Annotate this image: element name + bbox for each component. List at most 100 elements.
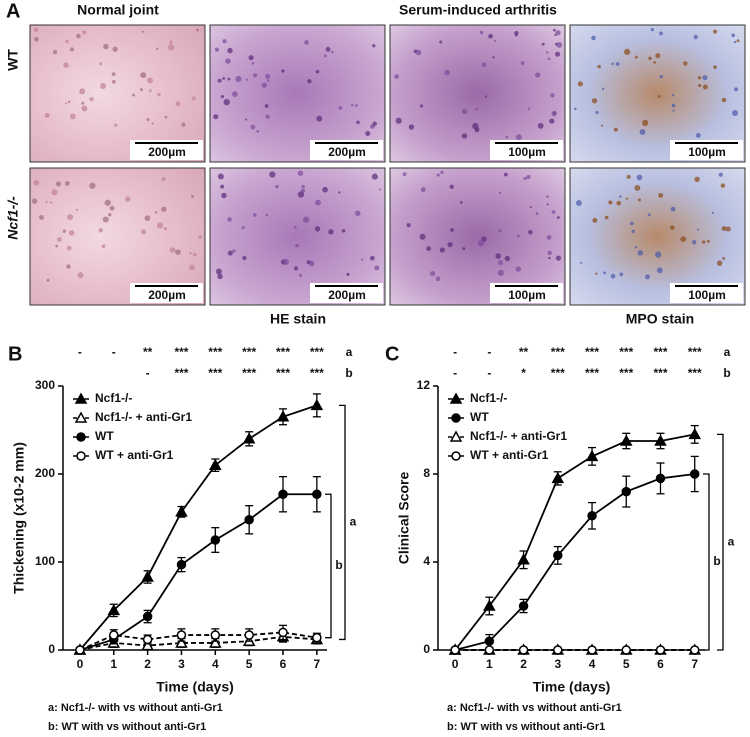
- cell: [378, 188, 381, 191]
- cell: [300, 188, 306, 193]
- x-tick-label: 7: [314, 657, 321, 671]
- cell: [361, 258, 364, 261]
- cell: [365, 130, 371, 137]
- cell: [151, 122, 154, 125]
- cell: [591, 35, 596, 41]
- cell: [449, 184, 454, 190]
- marker: [450, 645, 460, 655]
- cell: [556, 216, 560, 219]
- significance-mark: ***: [310, 366, 324, 380]
- cell: [325, 46, 331, 52]
- cell: [67, 100, 71, 104]
- cell: [141, 229, 147, 235]
- cell: [670, 225, 675, 230]
- cell: [256, 130, 260, 133]
- cell: [713, 65, 717, 69]
- significance-mark: ***: [276, 345, 290, 359]
- cell: [269, 171, 276, 178]
- bracket-label: b: [713, 554, 720, 568]
- panel-label: B: [8, 343, 22, 365]
- legend-label: WT + anti-Gr1: [95, 448, 174, 462]
- marker: [276, 410, 290, 422]
- legend-label: WT + anti-Gr1: [470, 448, 549, 462]
- cell: [66, 264, 71, 269]
- x-tick-label: 3: [554, 657, 561, 671]
- cell: [503, 172, 508, 177]
- marker: [689, 469, 700, 479]
- cell: [460, 201, 463, 204]
- cell: [45, 200, 48, 204]
- cell: [576, 200, 582, 206]
- significance-row-label: a: [724, 345, 731, 359]
- cell: [112, 46, 118, 52]
- cell: [374, 265, 380, 271]
- scale-bar-label: 200µm: [328, 145, 366, 159]
- cell: [217, 78, 222, 83]
- footnote: b: WT with vs without anti-Gr1: [447, 721, 605, 733]
- marker: [655, 645, 666, 655]
- cell: [517, 234, 520, 238]
- cell: [164, 115, 168, 119]
- cell: [223, 98, 230, 106]
- cell: [722, 256, 726, 260]
- marker: [209, 636, 222, 648]
- cell: [462, 247, 466, 250]
- micrograph: [209, 167, 386, 306]
- legend-label: WT: [470, 410, 489, 424]
- cell: [734, 87, 738, 92]
- column-header: Serum-induced arthritis: [399, 2, 557, 18]
- cell: [527, 107, 531, 111]
- cell: [98, 228, 103, 233]
- y-tick-label: 4: [423, 554, 430, 568]
- significance-mark: ***: [688, 345, 702, 359]
- cell: [653, 61, 656, 64]
- cell: [102, 216, 109, 223]
- bracket-label: b: [335, 558, 342, 572]
- significance-mark: -: [78, 345, 82, 359]
- cell: [625, 197, 629, 200]
- y-tick-label: 12: [417, 378, 431, 392]
- legend-marker: [76, 432, 86, 442]
- cell: [656, 267, 663, 274]
- cell: [307, 79, 312, 84]
- cell: [528, 229, 533, 235]
- row-label: WT: [5, 49, 21, 71]
- cell: [630, 221, 634, 226]
- cell: [322, 186, 328, 193]
- cell: [241, 226, 245, 230]
- cell: [601, 87, 605, 91]
- cell: [89, 182, 96, 189]
- legend-marker: [449, 392, 463, 404]
- cell: [227, 77, 231, 81]
- significance-mark: ***: [585, 345, 599, 359]
- x-tick-label: 6: [280, 657, 287, 671]
- cell: [546, 195, 549, 198]
- legend-marker: [451, 413, 461, 423]
- cell: [101, 244, 106, 249]
- legend-marker: [74, 392, 88, 404]
- cell: [702, 75, 708, 81]
- cell: [214, 47, 220, 52]
- marker: [587, 511, 597, 521]
- cell: [157, 92, 161, 97]
- marker: [141, 639, 154, 651]
- marker: [621, 645, 632, 655]
- cell: [657, 95, 661, 98]
- cell: [720, 183, 726, 188]
- cell: [718, 172, 723, 177]
- cell: [547, 250, 552, 256]
- cell: [493, 39, 497, 42]
- cell: [731, 33, 736, 38]
- cell: [55, 181, 62, 187]
- cell: [654, 251, 662, 258]
- legend-label: Ncf1-/- + anti-Gr1: [95, 410, 192, 424]
- cell: [227, 47, 233, 54]
- cell: [435, 276, 441, 282]
- cell: [191, 194, 194, 198]
- cell: [261, 82, 267, 88]
- cell: [65, 39, 69, 44]
- cell: [245, 118, 248, 121]
- cell: [639, 129, 646, 135]
- marker: [176, 630, 187, 640]
- x-tick-label: 1: [110, 657, 117, 671]
